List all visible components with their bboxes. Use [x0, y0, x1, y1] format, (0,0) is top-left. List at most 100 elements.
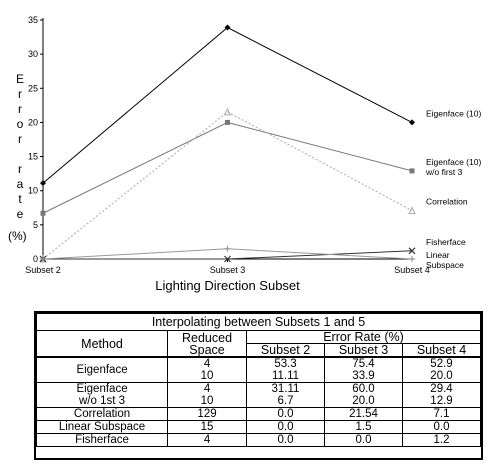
y-axis-label-letter: r: [18, 102, 22, 116]
cell-text: 20.0: [352, 395, 375, 407]
cell-subset-4: 29.4 12.9: [401, 382, 482, 408]
table-row: Eigenface 4 10 53.3 11.11 75.4 33.9 52.9 20.…: [35, 356, 482, 383]
cell-subset-3: 0.0: [324, 433, 403, 447]
header-reduced-space-line1: Reduced: [182, 330, 233, 345]
y-tick-label: 20: [28, 117, 38, 127]
cell-text: 11.11: [271, 370, 300, 382]
y-axis-label-letter: e: [16, 207, 24, 221]
cell-subset-2: 0.0: [246, 407, 325, 421]
cell-text: 60.0: [352, 383, 375, 395]
data-point: [40, 180, 46, 187]
header-subset-4: Subset 4: [401, 343, 482, 358]
header-error-rate: Error Rate (%): [246, 330, 481, 344]
legend-label: Fisherface: [426, 237, 466, 247]
data-point: [224, 24, 231, 31]
data-point: [40, 256, 46, 262]
table-title: Interpolating between Subsets 1 and 5: [36, 313, 481, 331]
header-subset-3: Subset 3: [324, 343, 403, 358]
cell-text: 4: [203, 358, 211, 370]
cell-subset-3: 21.54: [324, 407, 403, 421]
y-axis-label-letter: r: [18, 162, 22, 176]
y-axis-unit: (%): [8, 229, 27, 243]
data-point: [408, 206, 416, 215]
cell-text: 10: [200, 370, 214, 382]
cell-space: 4 10: [167, 382, 248, 408]
cell-method: Correlation: [35, 407, 169, 421]
cell-text: 10: [200, 395, 214, 407]
header-reduced-space: Reduced Space: [167, 330, 248, 358]
y-axis-label-letter: r: [18, 87, 22, 101]
cell-subset-3: 60.0 20.0: [324, 382, 403, 408]
cell-subset-3: 1.5: [324, 420, 403, 434]
header-reduced-space-line2: Space: [189, 342, 225, 357]
data-point: [40, 210, 46, 216]
x-tick-label: Subset 4: [394, 265, 430, 275]
cell-subset-2: 0.0: [246, 420, 325, 434]
legend-label: Correlation: [426, 197, 468, 207]
x-axis-title: Lighting Direction Subset: [155, 278, 300, 293]
y-axis-label-letter: r: [18, 132, 22, 146]
cell-space: 4 10: [167, 356, 248, 383]
cell-text: w/o 1st 3: [79, 395, 126, 407]
cell-text: 4: [203, 383, 211, 395]
y-tick-label: 30: [28, 49, 38, 59]
cell-subset-4: 0.0: [401, 420, 482, 434]
data-point: [225, 119, 230, 125]
y-tick-label: 10: [28, 186, 38, 196]
data-point: [223, 107, 232, 116]
cell-subset-4: 1.2: [401, 433, 482, 447]
y-tick-label: 15: [28, 152, 38, 162]
data-point: [224, 245, 231, 252]
cell-method: Eigenface w/o 1st 3: [35, 382, 169, 408]
legend-label: Linear Subspace: [426, 250, 464, 270]
header-subset-2: Subset 2: [246, 343, 325, 358]
cell-text: 75.4: [352, 358, 375, 370]
data-point: [409, 168, 415, 174]
cell-text: 33.9: [352, 370, 375, 382]
y-axis-label: E r r o r r a t e: [10, 72, 30, 222]
cell-subset-4: 7.1: [401, 407, 482, 421]
cell-text: 6.7: [277, 395, 294, 407]
table-row: Linear Subspace 15 0.0 1.5 0.0: [35, 420, 482, 434]
y-tick-label: 5: [33, 220, 38, 230]
table-row: Eigenface w/o 1st 3 4 10 31.11 6.7 60.0 20.0…: [35, 382, 482, 408]
y-axis-label-letter: t: [18, 192, 22, 206]
x-tick-label: Subset 2: [25, 265, 61, 275]
x-tick-label: Subset 3: [210, 265, 246, 275]
y-axis-label-letter: o: [16, 117, 24, 131]
data-point: [409, 256, 415, 262]
cell-subset-3: 75.4 33.9: [324, 356, 403, 383]
cell-text: 31.11: [271, 383, 300, 395]
table-row: Fisherface 4 0.0 0.0 1.2: [35, 433, 482, 447]
y-tick-label: 25: [28, 83, 38, 93]
cell-text: 29.4: [430, 383, 453, 395]
series-line: [42, 26, 413, 184]
cell-text: 20.0: [430, 370, 453, 382]
cell-text: 12.9: [430, 395, 453, 407]
cell-subset-2: 31.11 6.7: [246, 382, 325, 408]
table-row: Correlation 129 0.0 21.54 7.1: [35, 407, 482, 421]
cell-subset-2: 53.3 11.11: [246, 356, 325, 383]
y-axis-label-letter: E: [15, 72, 24, 86]
y-tick-label: 0: [33, 254, 38, 264]
results-table: Interpolating between Subsets 1 and 5 Me…: [34, 311, 483, 460]
cell-text: Eigenface: [76, 383, 128, 395]
cell-space: 129: [167, 407, 248, 421]
cell-method: Linear Subspace: [35, 420, 169, 434]
y-axis-label-letter: a: [16, 177, 24, 191]
cell-method: Fisherface: [35, 433, 169, 447]
legend-label: Eigenface (10) w/o first 3: [425, 157, 481, 177]
data-point: [408, 247, 416, 255]
data-point: [224, 255, 231, 263]
cell-space: 15: [167, 420, 248, 434]
legend-label: Eigenface (10): [426, 109, 481, 119]
data-point: [409, 119, 415, 126]
y-tick-label: 35: [28, 15, 38, 25]
cell-text: Eigenface: [76, 364, 128, 376]
cell-text: 53.3: [274, 358, 297, 370]
cell-text: 52.9: [430, 358, 453, 370]
cell-subset-4: 52.9 20.0: [401, 356, 482, 383]
cell-space: 4: [167, 433, 248, 447]
series-line: [43, 250, 413, 260]
